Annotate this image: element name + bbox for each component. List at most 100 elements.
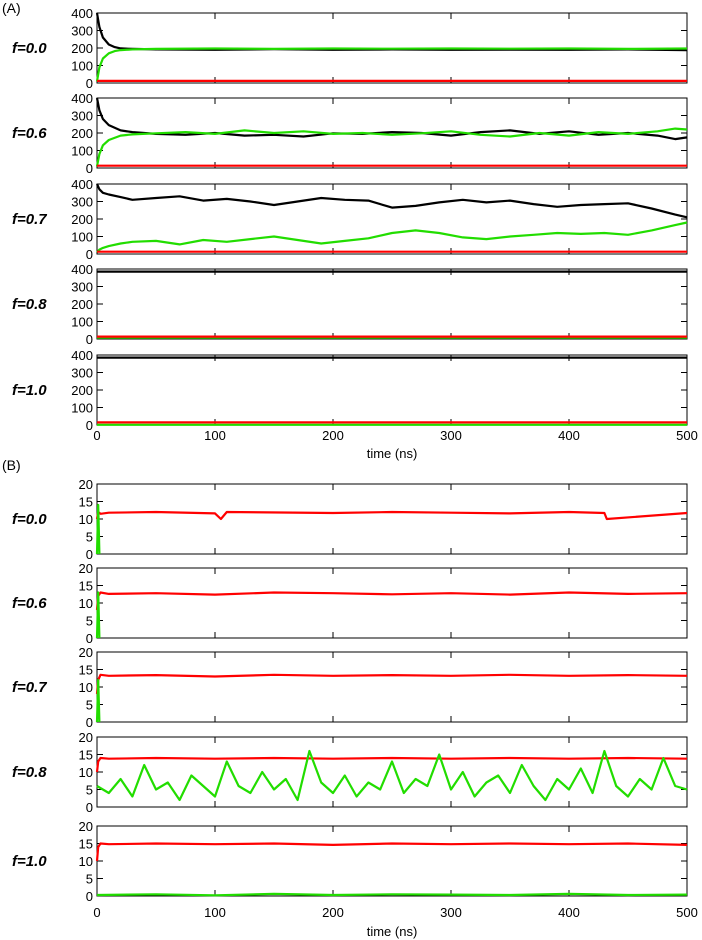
y-tick-label: 0 xyxy=(86,76,93,91)
y-tick-label: 400 xyxy=(71,262,93,277)
y-tick-label: 0 xyxy=(86,247,93,262)
plot-frame xyxy=(96,825,688,897)
series-green xyxy=(95,47,688,82)
x-tick-label: 200 xyxy=(322,428,344,443)
y-tick-label: 100 xyxy=(71,315,93,330)
y-tick-label: 0 xyxy=(86,800,93,815)
x-tick-label: 200 xyxy=(322,905,344,920)
y-tick-label: 15 xyxy=(79,837,93,852)
y-tick-label: 5 xyxy=(86,530,93,545)
y-tick-label: 15 xyxy=(79,663,93,678)
y-tick-label: 100 xyxy=(71,401,93,416)
panel-label-a: (A) xyxy=(2,0,21,16)
y-tick-label: 5 xyxy=(86,872,93,887)
y-tick-label: 10 xyxy=(79,765,93,780)
x-axis-title: time (ns) xyxy=(367,924,418,939)
x-tick-label: 300 xyxy=(440,905,462,920)
row-label: f=0.0 xyxy=(12,40,47,57)
series-green xyxy=(95,678,101,723)
y-tick-label: 15 xyxy=(79,748,93,763)
y-tick-label: 100 xyxy=(71,144,93,159)
y-tick-label: 0 xyxy=(86,547,93,562)
y-tick-label: 300 xyxy=(71,366,93,381)
series-black xyxy=(95,183,688,219)
row-label: f=0.0 xyxy=(12,511,47,528)
subplot-b-0: f=0.0 0 5 10 15 20 xyxy=(12,477,688,562)
row-label: f=0.7 xyxy=(12,679,47,696)
subplot-a-3: f=0.8 0 100 200 300 400 xyxy=(12,262,688,347)
series-red xyxy=(95,842,688,862)
y-tick-label: 100 xyxy=(71,230,93,245)
x-tick-label: 500 xyxy=(676,905,698,920)
series-red xyxy=(95,756,688,773)
series-green xyxy=(95,503,101,555)
x-tick-label: 500 xyxy=(676,428,698,443)
row-label: f=0.8 xyxy=(12,296,47,313)
y-tick-label: 10 xyxy=(79,596,93,611)
row-label: f=0.6 xyxy=(12,595,47,612)
y-tick-label: 5 xyxy=(86,783,93,798)
plot-frame xyxy=(96,567,688,639)
y-tick-label: 10 xyxy=(79,680,93,695)
y-tick-label: 400 xyxy=(71,177,93,192)
x-tick-label: 400 xyxy=(558,905,580,920)
y-tick-label: 400 xyxy=(71,348,93,363)
series-black xyxy=(95,12,688,52)
subplot-b-1: f=0.6 0 5 10 15 20 xyxy=(12,561,688,646)
x-axis-title: time (ns) xyxy=(367,446,418,461)
row-label: f=0.7 xyxy=(12,211,47,228)
y-tick-label: 20 xyxy=(79,645,93,660)
series-green xyxy=(96,221,688,254)
y-tick-label: 400 xyxy=(71,91,93,106)
row-label: f=0.6 xyxy=(12,125,47,142)
row-label: f=0.8 xyxy=(12,764,47,781)
y-tick-label: 200 xyxy=(71,212,93,227)
series-green xyxy=(96,749,688,802)
y-tick-label: 20 xyxy=(79,477,93,492)
plot-frame xyxy=(96,483,688,555)
plot-frame xyxy=(96,354,688,426)
subplot-a-1: f=0.6 0 100 200 300 400 xyxy=(12,91,688,176)
series-red xyxy=(95,673,688,695)
x-tick-label: 100 xyxy=(204,428,226,443)
subplot-b-3: f=0.8 0 5 10 15 20 xyxy=(12,730,688,815)
y-tick-label: 300 xyxy=(71,195,93,210)
x-tick-label: 0 xyxy=(93,428,100,443)
y-tick-label: 300 xyxy=(71,24,93,39)
y-tick-label: 0 xyxy=(86,161,93,176)
x-tick-label: 400 xyxy=(558,428,580,443)
plot-frame xyxy=(96,268,688,340)
series-green xyxy=(95,591,101,639)
y-tick-label: 10 xyxy=(79,854,93,869)
y-tick-label: 15 xyxy=(79,579,93,594)
y-tick-label: 5 xyxy=(86,614,93,629)
x-tick-label: 0 xyxy=(93,905,100,920)
y-tick-label: 10 xyxy=(79,512,93,527)
subplot-a-2: f=0.7 0 100 200 300 400 xyxy=(12,177,688,262)
y-tick-label: 200 xyxy=(71,126,93,141)
x-tick-label: 100 xyxy=(204,905,226,920)
y-tick-label: 300 xyxy=(71,109,93,124)
y-tick-label: 15 xyxy=(79,495,93,510)
y-tick-label: 300 xyxy=(71,280,93,295)
row-label: f=1.0 xyxy=(12,853,47,870)
row-label: f=1.0 xyxy=(12,382,47,399)
y-tick-label: 20 xyxy=(79,561,93,576)
y-tick-label: 20 xyxy=(79,819,93,834)
y-tick-label: 100 xyxy=(71,59,93,74)
plot-area: f=0.00100200300400f=0.60100200300400f=0.… xyxy=(12,6,698,939)
y-tick-label: 0 xyxy=(86,631,93,646)
series-red xyxy=(95,510,688,521)
y-tick-label: 400 xyxy=(71,6,93,21)
subplot-b-2: f=0.7 0 5 10 15 20 xyxy=(12,645,688,730)
panel-label-b: (B) xyxy=(2,457,21,473)
y-tick-label: 5 xyxy=(86,698,93,713)
series-green xyxy=(95,127,688,167)
y-tick-label: 20 xyxy=(79,730,93,745)
y-tick-label: 200 xyxy=(71,297,93,312)
series-green xyxy=(96,892,688,897)
subplot-a-0: f=0.0 0 100 200 300 400 xyxy=(12,6,688,91)
series-red xyxy=(95,591,688,611)
y-tick-label: 0 xyxy=(86,889,93,904)
